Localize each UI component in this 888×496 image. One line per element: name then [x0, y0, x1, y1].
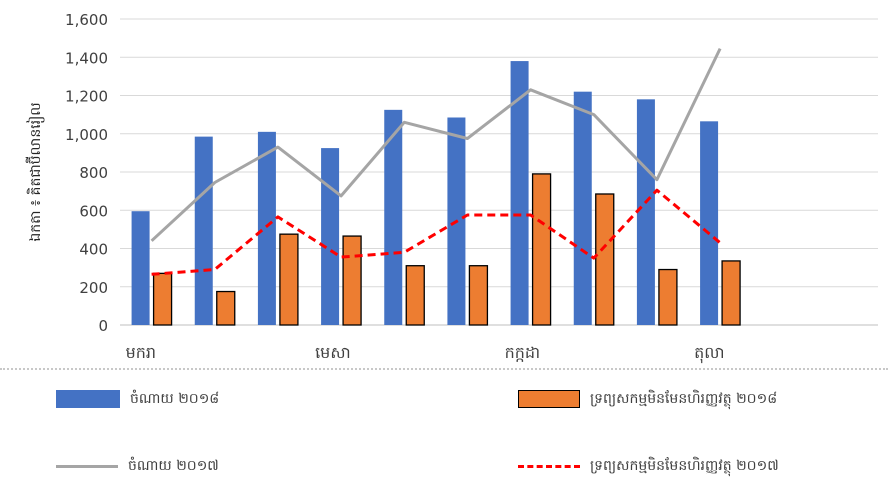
- bar-blue: [194, 136, 213, 325]
- legend-swatch-red-dashed-line: [518, 464, 580, 468]
- bar-orange: [595, 193, 615, 326]
- y-tick-label: 0: [98, 317, 108, 335]
- y-tick-label: 1,200: [65, 88, 108, 106]
- bar-orange: [152, 272, 173, 326]
- lines: [150, 47, 722, 276]
- bar-blue: [384, 109, 403, 325]
- x-tick-label: តុលា: [694, 343, 724, 364]
- legend-swatch-gray-line: [56, 464, 118, 468]
- x-axis-ticks: មករា មេសា កក្កដា តុលា: [126, 343, 725, 364]
- legend-item-assets-2017: ទ្រព្យសកម្មមិនមែនហិរញ្ញវត្ថុ ២០១៧: [518, 451, 779, 481]
- y-tick-label: 1,600: [65, 11, 108, 29]
- x-tick-label: មេសា: [315, 343, 351, 362]
- legend-item-expense-2018: ចំណាយ ២០១៨: [56, 384, 219, 414]
- bar-blue: [131, 211, 150, 325]
- legend-label: ចំណាយ ២០១៧: [128, 457, 219, 474]
- y-tick-label: 1,000: [65, 126, 108, 144]
- x-tick-label: កក្កដា: [505, 343, 541, 362]
- bar-orange: [216, 290, 236, 326]
- bar-blue: [573, 91, 592, 325]
- line-red-dashed-series: [151, 188, 722, 276]
- bar-orange: [468, 265, 489, 326]
- y-tick-label: 800: [79, 164, 108, 182]
- bar-blue: [636, 99, 655, 325]
- bar-orange: [279, 233, 299, 326]
- y-axis-label: ឯកតា ៖ គិតជាប៊ីលានរៀល: [25, 102, 45, 241]
- y-axis-ticks: 0 200 400 600 800 1,000 1,200 1,400 1,600: [65, 11, 108, 335]
- legend-item-assets-2018: ទ្រព្យសកម្មមិនមែនហិរញ្ញវត្ថុ ២០១៨: [518, 384, 777, 414]
- bar-blue: [700, 121, 719, 325]
- line-gray-series: [150, 47, 722, 242]
- chart: 0 200 400 600 800 1,000 1,200 1,400 1,600 មករា មេ…: [25, 11, 878, 364]
- bar-orange: [658, 268, 678, 326]
- gridlines: [120, 18, 878, 326]
- x-tick-label: មករា: [126, 343, 156, 362]
- bar-blue: [321, 148, 340, 325]
- bars: [131, 61, 741, 326]
- y-tick-label: 1,400: [65, 49, 108, 67]
- legend-label: ចំណាយ ២០១៨: [130, 390, 220, 407]
- y-tick-label: 200: [79, 279, 108, 297]
- y-tick-label: 600: [79, 202, 108, 220]
- legend-swatch-blue-bar: [56, 390, 120, 408]
- bar-orange: [721, 260, 741, 326]
- legend-divider: [0, 368, 888, 370]
- legend-swatch-orange-bar: [518, 390, 580, 408]
- legend-item-expense-2017: ចំណាយ ២០១៧: [56, 451, 219, 481]
- bar-orange: [342, 235, 362, 326]
- bar-orange: [531, 173, 552, 326]
- bar-blue: [510, 61, 529, 325]
- legend-label: ទ្រព្យសកម្មមិនមែនហិរញ្ញវត្ថុ ២០១៧: [590, 457, 779, 474]
- legend-label: ទ្រព្យសកម្មមិនមែនហិរញ្ញវត្ថុ ២០១៨: [590, 390, 778, 407]
- y-tick-label: 400: [79, 241, 108, 259]
- bar-blue: [257, 131, 276, 325]
- bar-orange: [405, 265, 425, 326]
